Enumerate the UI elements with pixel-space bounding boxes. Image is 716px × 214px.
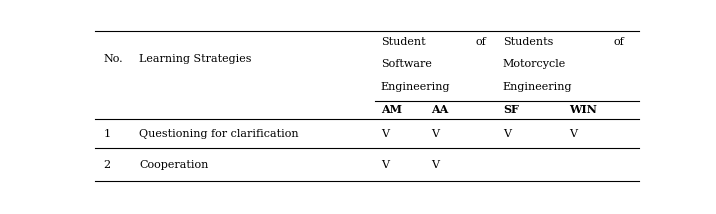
Text: Engineering: Engineering	[381, 82, 450, 92]
Text: Questioning for clarification: Questioning for clarification	[140, 129, 299, 139]
Text: Software: Software	[381, 59, 432, 68]
Text: Student: Student	[381, 37, 425, 47]
Text: Cooperation: Cooperation	[140, 160, 209, 170]
Text: V: V	[503, 129, 511, 139]
Text: V: V	[381, 160, 389, 170]
Text: Motorcycle: Motorcycle	[503, 59, 566, 68]
Text: No.: No.	[103, 54, 123, 64]
Text: V: V	[381, 129, 389, 139]
Text: WIN: WIN	[569, 104, 597, 115]
Text: SF: SF	[503, 104, 519, 115]
Text: V: V	[431, 160, 439, 170]
Text: Engineering: Engineering	[503, 82, 572, 92]
Text: AM: AM	[381, 104, 402, 115]
Text: Students: Students	[503, 37, 553, 47]
Text: of: of	[475, 37, 486, 47]
Text: 1: 1	[103, 129, 110, 139]
Text: 2: 2	[103, 160, 110, 170]
Text: Learning Strategies: Learning Strategies	[140, 54, 252, 64]
Text: AA: AA	[431, 104, 448, 115]
Text: V: V	[569, 129, 578, 139]
Text: V: V	[431, 129, 439, 139]
Text: of: of	[614, 37, 624, 47]
